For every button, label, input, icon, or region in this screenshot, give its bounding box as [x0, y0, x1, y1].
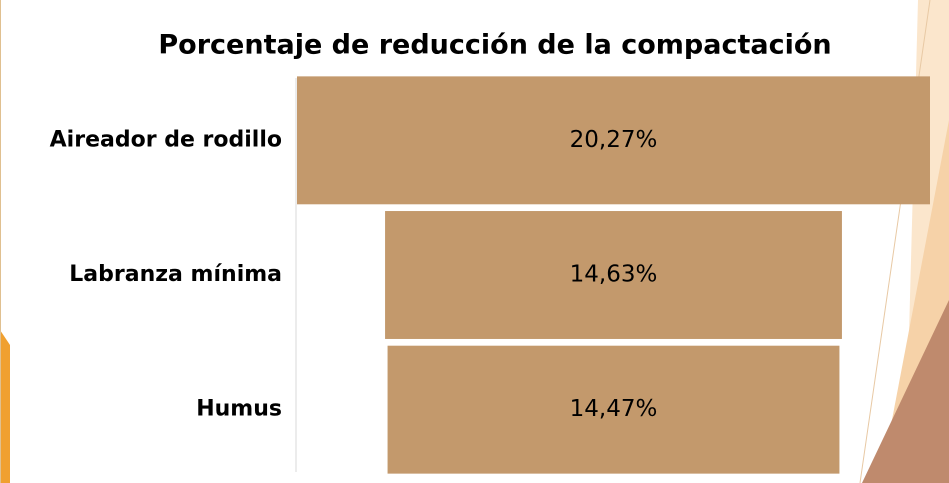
- value-label: 20,27%: [570, 127, 658, 153]
- chart-title: Porcentaje de reducción de la compactaci…: [158, 30, 831, 61]
- value-label: 14,47%: [570, 396, 658, 422]
- category-label: Aireador de rodillo: [50, 127, 282, 152]
- bar: [385, 211, 842, 339]
- category-label: Humus: [196, 397, 282, 422]
- bar: [297, 76, 930, 205]
- decor-facet: [862, 300, 949, 483]
- bar: [387, 345, 840, 474]
- category-label: Labranza mínima: [69, 262, 282, 287]
- decor-facet: [0, 330, 10, 483]
- value-label: 14,63%: [570, 262, 658, 288]
